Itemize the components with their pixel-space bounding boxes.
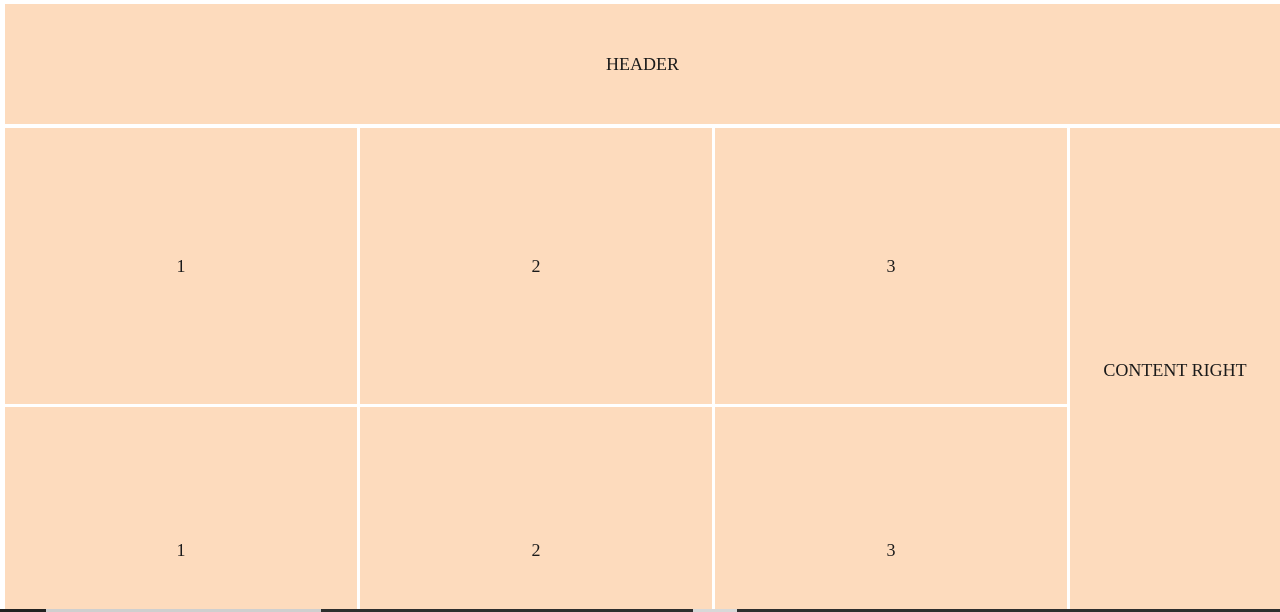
grid-cell-label: 3 bbox=[886, 255, 896, 276]
content-right-block: CONTENT RIGHT bbox=[1070, 128, 1280, 612]
grid-cell-r1-c2: 2 bbox=[360, 128, 712, 404]
grid-cell-label: 1 bbox=[176, 255, 186, 276]
scrollbar-segment bbox=[0, 609, 46, 612]
grid-cell-r1-c1: 1 bbox=[5, 128, 357, 404]
grid-cell-label: 2 bbox=[531, 255, 541, 276]
header-label: HEADER bbox=[606, 53, 679, 74]
content-grid: 1 2 3 1 2 3 bbox=[5, 128, 1067, 612]
grid-cell-label: 1 bbox=[176, 540, 186, 560]
scrollbar-thumb[interactable] bbox=[46, 609, 321, 612]
scrollbar-segment bbox=[737, 609, 1280, 612]
horizontal-scrollbar[interactable] bbox=[0, 609, 1280, 612]
content-right-label: CONTENT RIGHT bbox=[1103, 359, 1247, 380]
scrollbar-segment bbox=[321, 609, 693, 612]
grid-cell-r2-c3: 3 bbox=[715, 407, 1067, 612]
grid-cell-r2-c1: 1 bbox=[5, 407, 357, 612]
header-block: HEADER bbox=[5, 4, 1280, 124]
grid-cell-label: 3 bbox=[886, 540, 896, 560]
grid-cell-label: 2 bbox=[531, 540, 541, 560]
grid-cell-r1-c3: 3 bbox=[715, 128, 1067, 404]
scrollbar-segment bbox=[693, 609, 737, 612]
grid-cell-r2-c2: 2 bbox=[360, 407, 712, 612]
